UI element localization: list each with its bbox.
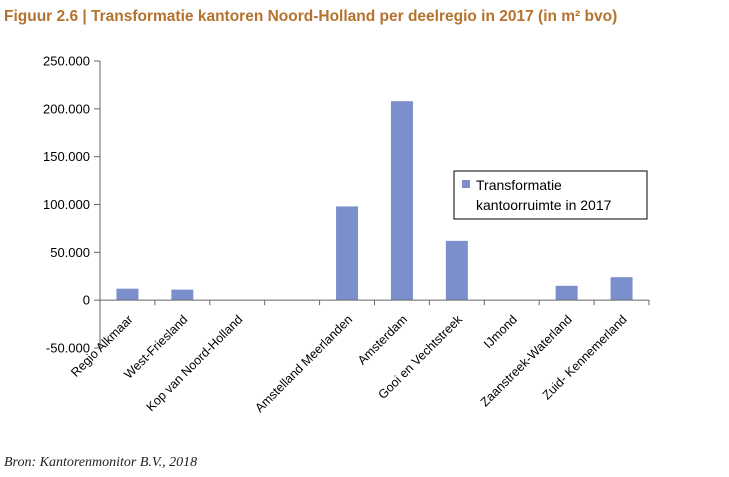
category-label: Zaanstreek-Waterland	[478, 312, 575, 409]
legend-box	[453, 170, 648, 220]
legend-label: kantoorruimte in 2017	[476, 197, 612, 213]
y-tick-label: 250.000	[43, 54, 90, 69]
y-axis-ticks: 250.000 200.000 150.000 100.000 50.000 0 -50.0…	[43, 54, 100, 356]
y-tick-label: 100.000	[43, 197, 90, 212]
y-tick-label: 0	[83, 293, 90, 308]
category-label: IJmond	[481, 312, 520, 351]
legend-swatch	[462, 180, 470, 188]
bar	[336, 206, 359, 301]
bar	[610, 277, 633, 301]
category-label: Amstelland Meerlanden	[252, 312, 355, 415]
y-tick-label: 200.000	[43, 101, 90, 116]
legend-label: Transformatie	[476, 177, 562, 193]
y-tick-label: 150.000	[43, 149, 90, 164]
bars	[116, 101, 633, 301]
category-label: Kop van Noord-Holland	[144, 312, 246, 414]
category-label: Amsterdam	[355, 312, 410, 367]
bar	[390, 101, 413, 301]
source-note: Bron: Kantorenmonitor B.V., 2018	[4, 455, 198, 470]
bar	[171, 289, 194, 301]
bar-chart: 250.000 200.000 150.000 100.000 50.000 0 -50.0…	[43, 54, 650, 415]
bar	[555, 285, 578, 301]
legend: Transformatie kantoorruimte in 2017	[453, 170, 648, 220]
y-tick-label: 50.000	[50, 245, 90, 260]
bar	[445, 240, 468, 301]
axes	[99, 61, 650, 348]
y-tick-label: -50.000	[46, 341, 90, 356]
bar	[116, 288, 139, 301]
figure-title: Figuur 2.6 | Transformatie kantoren Noor…	[4, 8, 618, 25]
